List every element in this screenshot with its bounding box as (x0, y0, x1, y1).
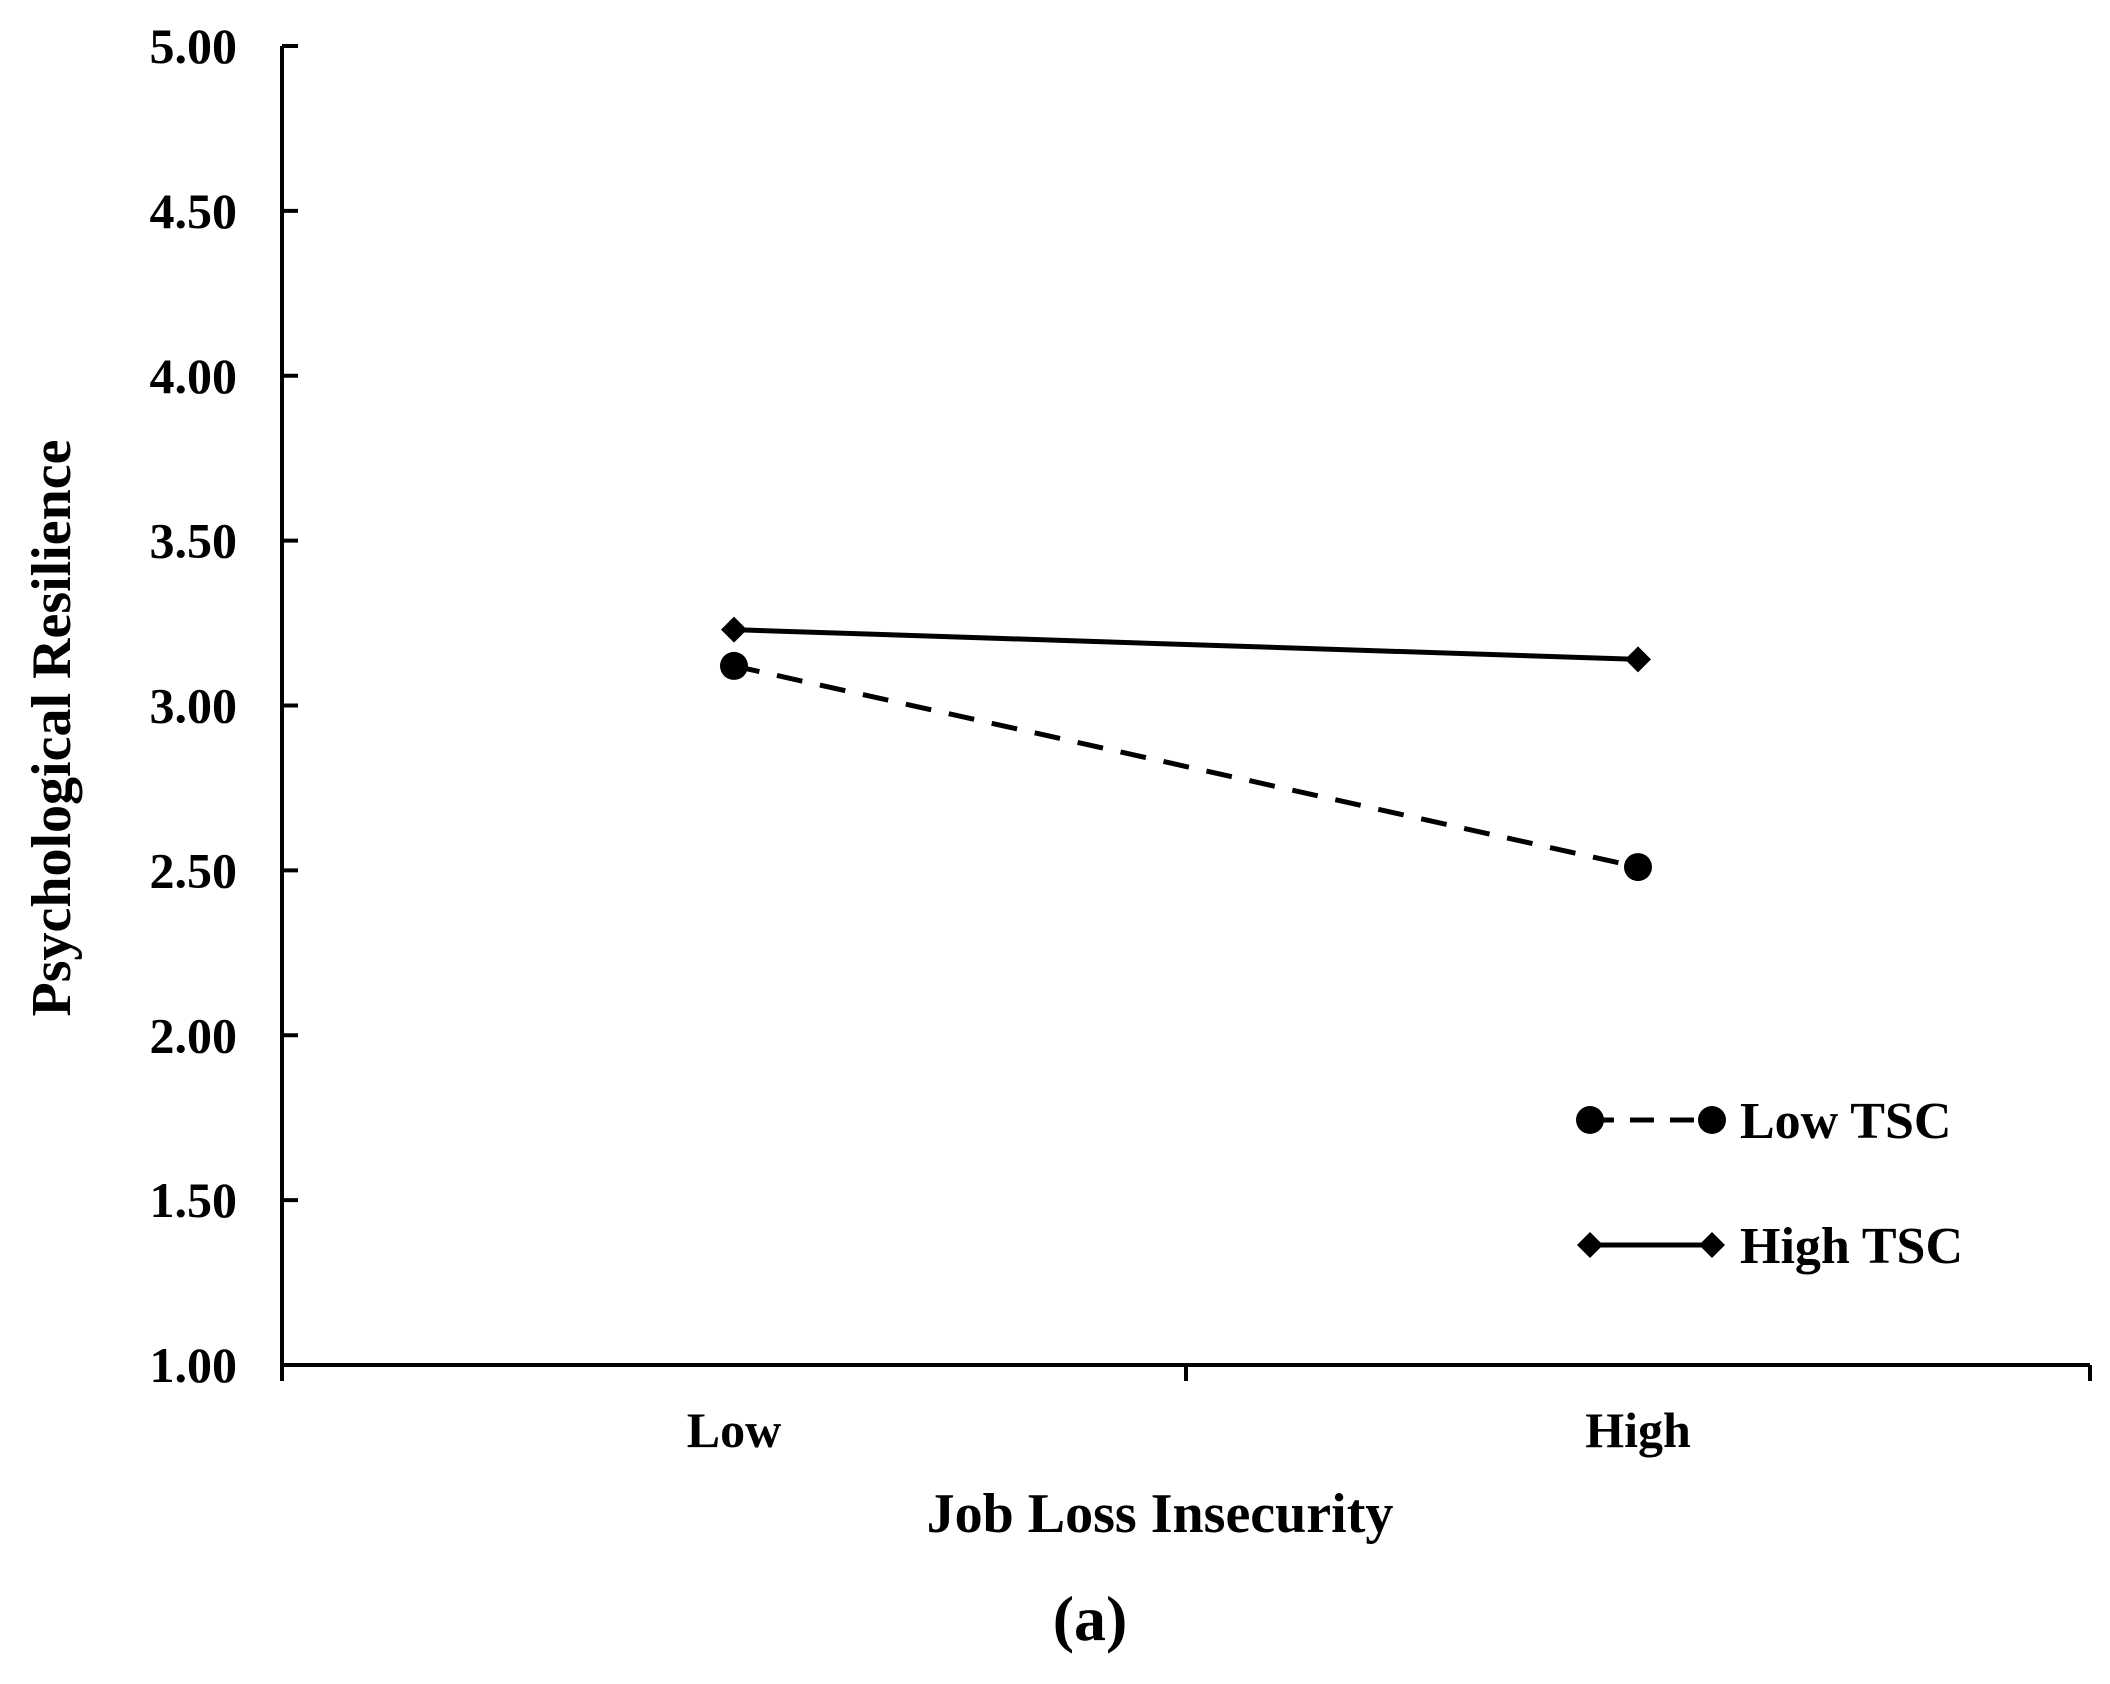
y-tick-label: 3.50 (150, 513, 238, 569)
x-category-label: High (1585, 1402, 1691, 1458)
legend-label: Low TSC (1740, 1093, 1951, 1150)
series-high-tsc (721, 616, 1651, 673)
legend-item: High TSC (1577, 1218, 1963, 1275)
legend-marker (1576, 1106, 1604, 1134)
panel-label: (a) (1053, 1583, 1128, 1654)
legend-marker (1698, 1106, 1726, 1134)
series-line (733, 663, 1639, 870)
data-point (1625, 646, 1651, 673)
x-ticks: Low High (280, 1365, 2092, 1458)
x-axis-title: Job Loss Insecurity (927, 1483, 1394, 1545)
legend-marker (1699, 1232, 1725, 1258)
y-tick-label: 4.00 (150, 348, 238, 404)
legend: Low TSC High TSC (1576, 1093, 1963, 1275)
y-ticks: 1.00 1.50 2.00 2.50 3.00 3.50 4.00 4.50 5.00 (150, 18, 298, 1393)
data-point (1624, 853, 1652, 882)
axes (280, 46, 2090, 1367)
y-tick-label: 2.00 (150, 1007, 238, 1063)
y-tick-label: 1.00 (150, 1337, 238, 1393)
data-point (721, 616, 747, 643)
y-tick-label: 3.00 (150, 678, 238, 734)
series-low-tsc (720, 651, 1652, 882)
x-category-label: Low (687, 1402, 781, 1458)
data-point (720, 651, 748, 680)
y-tick-label: 5.00 (150, 18, 238, 74)
y-tick-label: 2.50 (150, 842, 238, 898)
y-axis-title: Psychological Resilience (21, 439, 83, 1016)
series-layer (720, 616, 1652, 882)
series-line (733, 627, 1639, 662)
y-tick-label: 1.50 (150, 1172, 238, 1228)
legend-marker (1577, 1232, 1603, 1258)
legend-label: High TSC (1740, 1218, 1963, 1275)
y-tick-label: 4.50 (150, 183, 238, 239)
legend-item: Low TSC (1576, 1093, 1951, 1150)
